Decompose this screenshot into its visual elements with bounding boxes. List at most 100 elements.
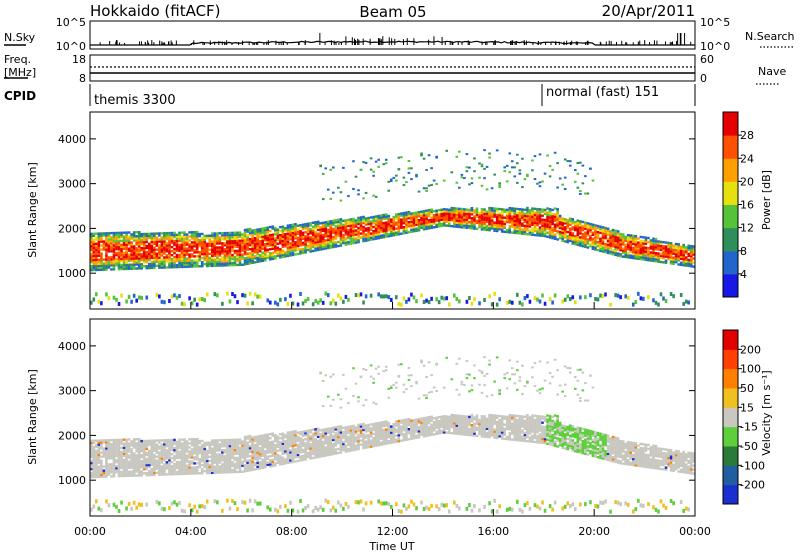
power-cell	[539, 226, 542, 228]
power-cell	[582, 225, 585, 227]
power-cell	[362, 226, 365, 228]
velocity-cell	[234, 439, 237, 441]
power-cell	[166, 266, 169, 268]
power-cell	[503, 170, 506, 172]
power-cell	[143, 233, 146, 235]
velocity-cell	[168, 506, 171, 510]
power-cell	[156, 232, 159, 234]
power-cell	[418, 211, 421, 213]
power-cell	[236, 264, 239, 266]
power-cell	[216, 246, 219, 248]
power-cell	[488, 153, 491, 155]
power-cell	[544, 219, 547, 221]
power-cell	[498, 186, 501, 188]
power-cell	[478, 162, 481, 164]
velocity-cell	[115, 465, 118, 467]
power-cell	[662, 245, 665, 247]
power-cell	[574, 300, 577, 304]
velocity-cell	[289, 449, 292, 451]
power-cell	[493, 207, 496, 209]
power-cell	[299, 224, 302, 226]
power-cell	[302, 224, 305, 226]
power-cell	[425, 190, 428, 192]
power-cell	[193, 249, 196, 251]
power-cell	[579, 162, 582, 164]
power-cell	[357, 193, 360, 195]
velocity-cell	[158, 439, 161, 441]
power-cell	[680, 262, 683, 264]
power-cell	[103, 258, 106, 260]
velocity-cell	[221, 439, 224, 441]
power-cell	[488, 207, 491, 209]
power-cell	[685, 300, 688, 304]
power-cell	[662, 241, 665, 243]
power-cell	[239, 231, 242, 233]
power-cell	[511, 231, 514, 233]
y-tick-label: 2000	[58, 222, 86, 235]
velocity-cell	[282, 432, 285, 434]
power-cell	[208, 253, 211, 255]
power-cell	[524, 209, 527, 211]
velocity-cell	[302, 439, 305, 441]
power-cell	[687, 253, 690, 255]
power-cell	[604, 227, 607, 229]
power-cell	[418, 191, 421, 193]
power-cell	[156, 248, 159, 250]
power-cell	[486, 225, 489, 227]
power-cell	[390, 298, 393, 302]
power-cell	[453, 294, 456, 298]
velocity-cell	[103, 447, 106, 449]
power-cell	[614, 293, 617, 297]
power-cell	[322, 234, 325, 236]
power-cell	[140, 247, 143, 249]
power-cell	[360, 216, 363, 218]
velocity-cell	[140, 503, 143, 507]
power-cell	[274, 227, 277, 229]
velocity-cell	[279, 505, 282, 509]
power-cell	[193, 298, 196, 302]
power-cell	[551, 209, 554, 211]
power-cell	[498, 184, 501, 186]
power-cell	[337, 245, 340, 247]
velocity-cell	[140, 454, 143, 456]
power-cell	[579, 190, 582, 192]
power-cell	[274, 255, 277, 257]
power-cell	[229, 299, 232, 303]
velocity-cell	[284, 504, 287, 508]
power-cell	[652, 238, 655, 240]
power-cell	[309, 228, 312, 230]
velocity-cell	[256, 502, 259, 506]
power-cell	[597, 225, 600, 227]
power-cell	[493, 174, 496, 176]
power-cell	[566, 219, 569, 221]
power-cell	[347, 229, 350, 231]
power-cell	[231, 232, 234, 234]
velocity-cell	[181, 438, 184, 440]
power-cell	[115, 258, 118, 260]
velocity-cell	[198, 458, 201, 460]
power-cell	[559, 215, 562, 217]
power-cell	[541, 208, 544, 210]
power-cell	[584, 192, 587, 194]
power-cell	[503, 216, 506, 218]
power-cell	[403, 184, 406, 186]
power-cell	[98, 259, 101, 261]
power-cell	[498, 297, 501, 301]
velocity-cell	[145, 503, 148, 507]
power-cell	[577, 187, 580, 189]
velocity-cell	[113, 439, 116, 441]
velocity-cell	[161, 507, 164, 511]
velocity-cell	[123, 438, 126, 440]
power-cell	[655, 301, 658, 305]
power-cell	[624, 236, 627, 238]
power-cell	[367, 217, 370, 219]
power-cell	[511, 166, 514, 168]
power-cell	[234, 250, 237, 252]
power-cell	[546, 236, 549, 238]
velocity-cell	[105, 439, 108, 441]
velocity-cell	[259, 461, 262, 463]
power-cell	[655, 238, 658, 240]
power-cell	[372, 195, 375, 197]
power-cell	[284, 233, 287, 235]
